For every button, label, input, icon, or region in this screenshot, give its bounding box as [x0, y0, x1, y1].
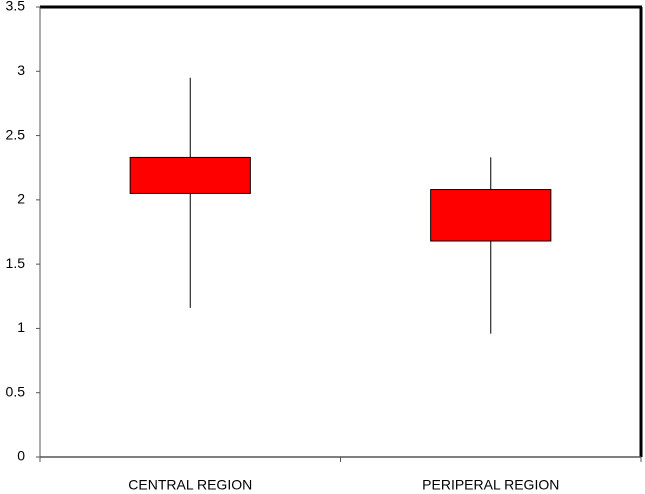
x-tick-label: CENTRAL REGION — [128, 477, 252, 493]
y-tick-label: 3.5 — [6, 0, 26, 14]
y-tick-label: 1.5 — [6, 255, 26, 271]
y-tick-label: 2.5 — [6, 126, 26, 142]
box — [430, 189, 552, 242]
y-tick-label: 3 — [17, 62, 25, 78]
x-tick-label: PERIPERAL REGION — [422, 477, 559, 493]
y-tick-label: 0 — [17, 448, 25, 464]
y-tick-label: 2 — [17, 191, 25, 207]
y-tick-label: 1 — [17, 319, 25, 335]
y-tick-label: 0.5 — [6, 383, 26, 399]
box — [129, 156, 251, 194]
